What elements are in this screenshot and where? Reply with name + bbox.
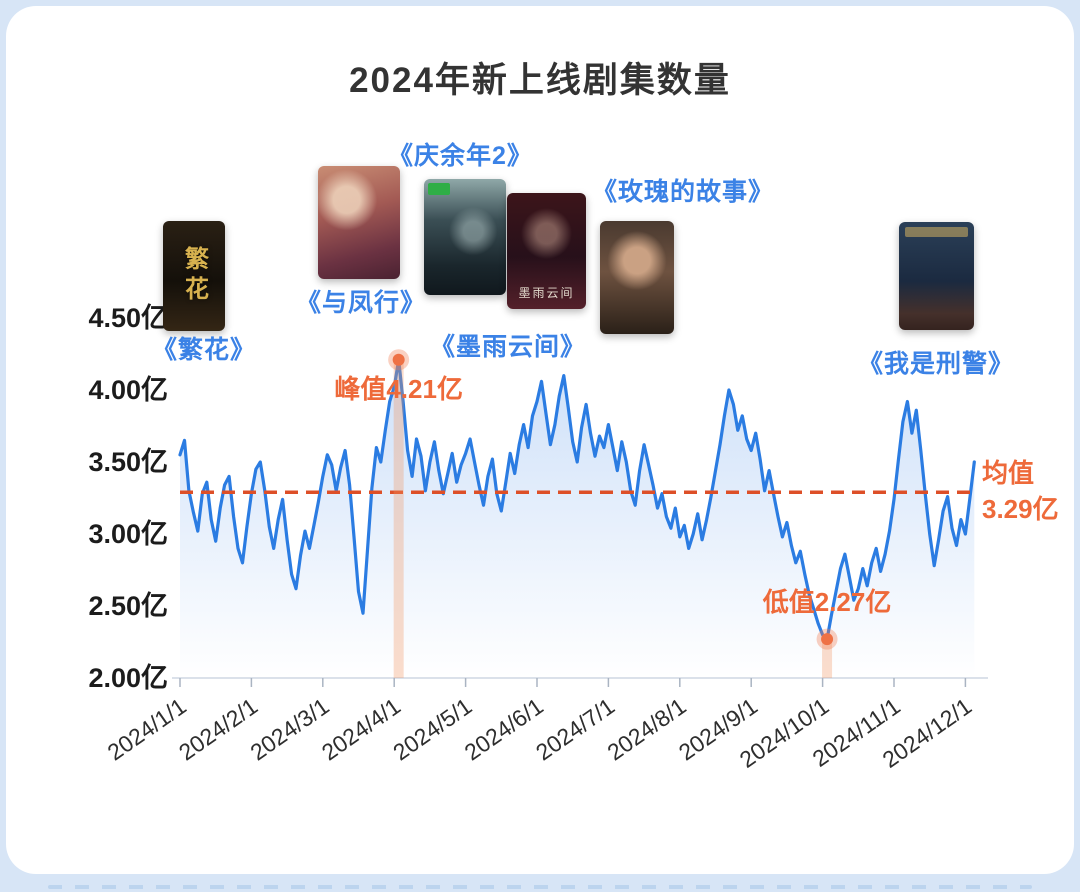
poster-moyuyunjian-title-text: 墨雨云间 <box>518 286 575 300</box>
y-axis-label: 3.00亿 <box>88 519 168 549</box>
mean-value-label: 3.29亿 <box>982 494 1059 524</box>
low-band <box>822 639 833 678</box>
x-axis-label: 2024/8/1 <box>602 693 690 766</box>
poster-woshixingjing <box>899 222 974 330</box>
low-marker <box>821 633 834 646</box>
y-axis-label: 2.50亿 <box>88 591 168 621</box>
y-axis-label: 2.00亿 <box>88 663 168 693</box>
poster-label-yufengxing: 《与凤行》 <box>296 289 427 317</box>
x-axis-label: 2024/7/1 <box>531 693 619 766</box>
y-axis-label: 4.00亿 <box>88 375 168 405</box>
x-axis-label: 2024/2/1 <box>174 693 262 766</box>
poster-meigui-title-text <box>600 221 674 334</box>
poster-label-qingyunian2: 《庆余年2》 <box>388 142 533 170</box>
x-axis-label: 2024/5/1 <box>388 693 476 766</box>
poster-yufengxing-title-text <box>318 166 400 279</box>
mean-label: 均值 <box>982 458 1034 488</box>
poster-moyuyunjian: 墨雨云间 <box>507 193 586 309</box>
poster-label-woshixingjing: 《我是刑警》 <box>858 350 1015 378</box>
peak-marker <box>392 353 405 366</box>
poster-label-moyuyunjian: 《墨雨云间》 <box>430 333 587 361</box>
chart-area-fill <box>180 359 975 678</box>
x-axis-label: 2024/3/1 <box>245 693 333 766</box>
poster-yufengxing <box>318 166 400 279</box>
x-axis-label: 2024/4/1 <box>317 693 405 766</box>
peak-label: 峰值4.21亿 <box>334 374 463 404</box>
poster-woshixingjing-title-text <box>899 222 974 330</box>
y-axis-label: 3.50亿 <box>88 447 168 477</box>
poster-meigui <box>600 221 674 334</box>
poster-qingyunian2-title-text <box>424 179 506 295</box>
bottom-dotted-divider <box>48 885 1032 889</box>
poster-label-fanhua: 《繁花》 <box>152 336 257 364</box>
y-axis-label: 4.50亿 <box>88 303 168 333</box>
poster-label-meigui: 《玫瑰的故事》 <box>592 178 775 206</box>
x-axis-label: 2024/1/1 <box>103 693 191 766</box>
poster-fanhua-title-text: 繁花 <box>180 246 208 306</box>
low-label: 低值2.27亿 <box>762 587 892 617</box>
chart-title: 2024年新上线剧集数量 <box>349 61 731 100</box>
peak-band <box>393 359 404 678</box>
chart-line <box>178 358 976 641</box>
x-axis-label: 2024/6/1 <box>460 693 548 766</box>
poster-fanhua: 繁花 <box>163 221 225 331</box>
poster-qingyunian2 <box>424 179 506 295</box>
